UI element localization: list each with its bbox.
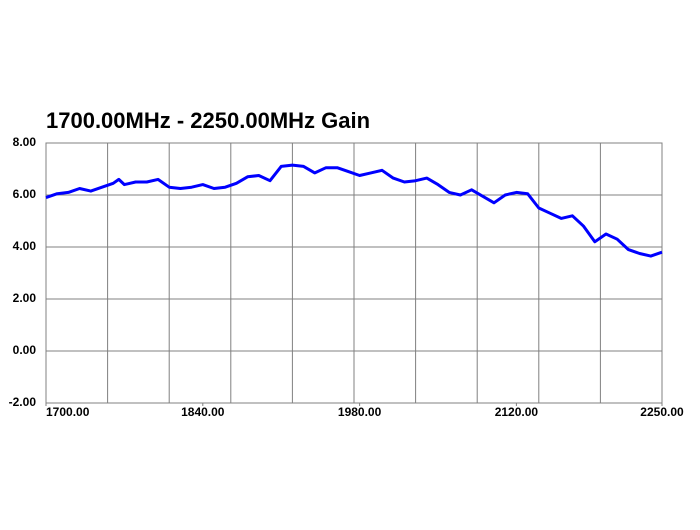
x-tick-label: 1840.00	[181, 405, 225, 419]
chart-title: 1700.00MHz - 2250.00MHz Gain	[46, 108, 370, 133]
x-tick-label: 2250.00	[640, 405, 684, 419]
y-tick-label: -2.00	[9, 395, 37, 409]
y-tick-label: 4.00	[13, 239, 37, 253]
x-tick-label: 1700.00	[46, 405, 90, 419]
gain-line	[45, 163, 663, 258]
plot-frame	[45, 142, 663, 404]
x-tick-label: 1980.00	[338, 405, 382, 419]
y-tick-label: 6.00	[13, 187, 37, 201]
y-tick-label: 8.00	[13, 135, 37, 149]
y-tick-label: 0.00	[13, 343, 37, 357]
x-tick-label: 2120.00	[495, 405, 539, 419]
y-tick-label: 2.00	[13, 291, 37, 305]
